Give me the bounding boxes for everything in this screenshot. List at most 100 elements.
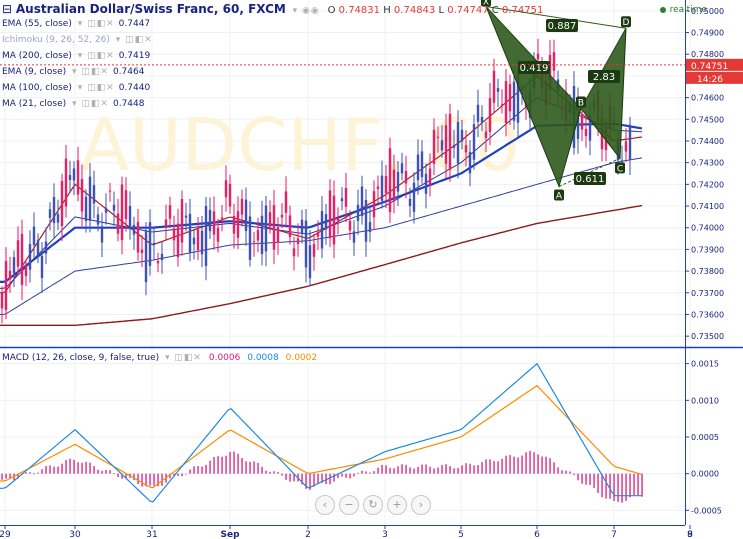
pattern-line-bd <box>580 27 627 109</box>
candle-body <box>424 173 428 194</box>
candle-body <box>28 244 32 270</box>
macd-histogram-bar <box>637 473 639 496</box>
macd-histogram-bar <box>617 473 619 502</box>
candle-body <box>12 257 16 274</box>
macd-histogram-bar <box>329 473 331 485</box>
macd-histogram-bar <box>45 466 47 474</box>
macd-histogram-bar <box>393 468 395 474</box>
macd-histogram-bar <box>193 466 195 474</box>
price-tick-label: 0.74800 <box>691 50 724 59</box>
candle-body <box>220 217 224 219</box>
ratio-label-ac: 0.611 <box>576 174 605 185</box>
candle-body <box>440 140 444 151</box>
pattern-point-b: B <box>576 96 586 108</box>
candle-body <box>484 131 488 139</box>
macd-histogram-bar <box>513 456 515 474</box>
macd-histogram-bar <box>213 457 215 474</box>
pattern-line-xd <box>485 6 627 29</box>
candle-body <box>460 129 464 142</box>
macd-histogram-bar <box>449 466 451 474</box>
candle-body <box>300 219 304 234</box>
pattern-point-box <box>621 16 631 28</box>
time-tick-label: 31 <box>146 530 157 539</box>
indicator-ma21[interactable]: MA (21, close) ▾ ◫◧✕ 0.7448 <box>2 99 145 109</box>
macd-histogram-bar <box>121 473 123 479</box>
macd-histogram-bar <box>117 473 119 478</box>
candle-body <box>452 144 456 148</box>
macd-histogram-bar <box>341 473 343 477</box>
price-tick-label: 0.73700 <box>691 289 724 298</box>
macd-histogram-bar <box>525 452 527 474</box>
price-tick-label: 0.73900 <box>691 245 724 254</box>
macd-histogram-bar <box>233 451 235 474</box>
realtime-badge: realtime <box>659 5 707 15</box>
last-price-badge <box>686 58 743 71</box>
macd-histogram-bar <box>217 456 219 474</box>
price-tick-label: 0.74400 <box>691 137 724 146</box>
macd-tick-label: 0.0010 <box>691 396 719 405</box>
macd-histogram-bar <box>209 460 211 474</box>
candle-body <box>224 180 228 198</box>
macd-line <box>0 362 642 503</box>
macd-histogram-bar <box>157 473 159 487</box>
candle-body <box>348 220 352 231</box>
ratio-box-ac <box>574 172 606 185</box>
indicator-ichimoku[interactable]: Ichimoku (9, 26, 52, 26) ▾ ◫◧✕ <box>2 35 153 45</box>
header-buttons[interactable]: ▾ ◉◉ <box>292 6 320 16</box>
price-tick-label: 0.74300 <box>691 159 724 168</box>
collapse-icon[interactable]: ⊟ <box>2 2 13 16</box>
candle-body <box>240 199 244 215</box>
macd-histogram-bar <box>269 471 271 474</box>
price-tick-label: 0.73800 <box>691 267 724 276</box>
candle-body <box>180 199 184 243</box>
candle-body <box>268 212 272 227</box>
candle-body <box>188 213 192 253</box>
time-tick-label: 6 <box>534 530 540 539</box>
price-tick-label: 0.73600 <box>691 310 724 319</box>
macd-histogram-bar <box>577 473 579 481</box>
harmonic-pattern: X A B C D 0.887 0.419 2.83 0.611 <box>481 0 631 202</box>
zoom-in-icon[interactable]: + <box>387 495 407 515</box>
macd-histogram-bar <box>29 472 31 474</box>
candle-body <box>476 104 480 122</box>
macd-histogram-bar <box>417 466 419 474</box>
scroll-right-icon[interactable]: › <box>411 495 431 515</box>
macd-histogram-bar <box>445 464 447 474</box>
macd-histogram-bar <box>41 469 43 474</box>
candle-body <box>588 115 592 141</box>
macd-histogram-bar <box>241 458 243 474</box>
macd-header[interactable]: MACD (12, 26, close, 9, false, true) ▾ ◫… <box>2 353 318 363</box>
candle-body <box>292 248 296 257</box>
macd-histogram-bar <box>81 462 83 474</box>
macd-histogram-bar <box>77 462 79 474</box>
macd-histogram-bar <box>477 465 479 474</box>
macd-histogram-bar <box>161 473 163 486</box>
indicator-ema55[interactable]: EMA (55, close) ▾ ◫◧✕ 0.7447 <box>2 19 151 29</box>
macd-histogram-bar <box>609 473 611 499</box>
macd-histogram-bar <box>633 473 635 496</box>
macd-histogram-bar <box>317 473 319 484</box>
pattern-line-xb <box>485 6 582 109</box>
macd-histogram-bar <box>33 473 35 475</box>
price-tick-label: 0.74200 <box>691 180 724 189</box>
reset-icon[interactable]: ↻ <box>363 495 383 515</box>
candle-body <box>372 191 376 218</box>
candle-body <box>412 182 416 212</box>
candle-body <box>100 226 104 243</box>
indicator-ema9[interactable]: EMA (9, close) ▾ ◫◧✕ 0.7464 <box>2 67 145 77</box>
indicator-ma100[interactable]: MA (100, close) ▾ ◫◧✕ 0.7440 <box>2 83 151 93</box>
macd-histogram-bar <box>61 463 63 474</box>
pattern-point-box <box>481 0 491 7</box>
macd-histogram-bar <box>249 461 251 474</box>
zoom-out-icon[interactable]: − <box>339 495 359 515</box>
candle-body <box>96 214 100 225</box>
macd-histogram-bar <box>533 452 535 474</box>
indicator-ma200[interactable]: MA (200, close) ▾ ◫◧✕ 0.7419 <box>2 51 151 61</box>
price-tick-label: 0.75000 <box>691 7 724 16</box>
ratio-box-bd <box>588 70 620 83</box>
scroll-left-icon[interactable]: ‹ <box>315 495 335 515</box>
symbol-title[interactable]: Australian Dollar/Swiss Franc, 60, FXCM <box>15 2 286 16</box>
candle-body <box>272 205 276 250</box>
candle-body <box>400 163 404 174</box>
